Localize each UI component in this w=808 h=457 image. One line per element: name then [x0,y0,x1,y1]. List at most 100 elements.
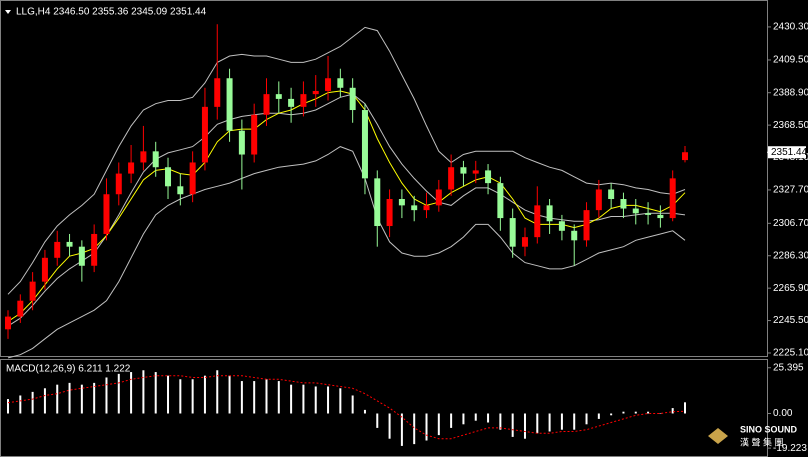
candle-body [263,94,270,115]
candle-body [78,246,85,266]
candle-body [546,205,553,222]
candle-body [54,241,61,258]
macd-bar [277,381,280,414]
macd-bar [327,386,330,414]
macd-bar [560,413,563,430]
macd-bar [302,384,305,414]
macd-bar [93,382,96,414]
macd-bar [684,402,686,414]
logo-icon [708,428,728,444]
candle-body [448,167,455,190]
candle-body [608,189,615,200]
macd-bar [450,413,453,428]
logo: SINO SOUND 漢 聲 集 團 [708,424,798,447]
y-tick-label: 2388.90 [773,87,808,98]
candle-body [17,300,24,317]
candle-body [632,208,639,214]
macd-bar [339,388,342,414]
main-frame [0,0,768,357]
candle-body [411,205,418,211]
candle-body [583,210,590,241]
y-tick-label: 2327.70 [773,185,808,196]
candle-body [682,152,688,161]
macd-bar [216,370,219,414]
candle-body [177,186,184,195]
candle-body [645,213,652,215]
indicator-line [7,146,686,359]
macd-bar [622,411,625,414]
candle-body [595,189,602,211]
candle-body [41,257,48,282]
candle-body [91,233,98,266]
macd-bar [437,413,440,436]
chart-title: LLG,H4 2346.50 2355.36 2345.09 2351.44 [16,7,207,18]
macd-bar [105,377,108,414]
candle-body [165,167,172,187]
macd-bar [31,391,34,414]
candle-body [571,230,578,241]
candle-body [521,237,528,247]
macd-bar [573,413,576,430]
macd-bar [647,411,650,414]
candle-body [140,151,147,163]
macd-bar [56,384,59,414]
macd-bar [253,381,256,414]
macd-bar [80,384,83,414]
macd-bar [548,413,551,432]
candle-body [300,94,307,107]
candle-body [189,162,196,195]
candle-body [657,214,664,219]
macd-bar [523,413,526,439]
macd-bar [68,382,71,414]
candle-body [288,98,295,107]
macd-bar [290,384,293,414]
signal-line [7,375,686,440]
candle-body [275,94,282,99]
y-tick-label: 2245.50 [773,315,808,326]
macd-bar [413,413,416,445]
macd-bar [228,375,231,414]
candle-body [361,110,368,179]
candle-body [620,199,627,209]
y-tick-label: 2265.90 [773,283,808,294]
y-tick-label: 2286.30 [773,250,808,261]
macd-bar [388,413,391,439]
macd-title: MACD(12,26,9) 6.211 1.222 [6,364,131,375]
candle-body [497,183,504,219]
macd-bar [487,413,490,423]
macd-bar [671,408,674,414]
macd-bar [659,413,662,414]
last-price-label: 2351.44 [771,147,808,158]
candle-body [251,114,258,155]
macd-bar [634,411,637,414]
y-tick-label: 2306.70 [773,218,808,229]
y-tick-label: 25.395 [773,362,804,373]
candle-body [558,221,565,231]
candle-body [509,218,516,247]
macd-bar [191,379,194,414]
candle-body [103,194,110,234]
candle-body [534,205,541,238]
candle-body [460,167,467,174]
y-tick-label: 2225.10 [773,348,808,359]
macd-bar [536,413,539,434]
candle-body [201,106,208,163]
macd-bar [130,372,133,414]
candle-body [226,78,233,131]
candle-body [214,78,221,107]
y-tick-label: -19.223 [773,443,807,454]
candle-body [115,173,122,195]
macd-bar [19,395,22,414]
macd-bar [462,413,465,425]
macd-bar [363,409,366,414]
menu-arrow [5,10,11,14]
candle-body [374,178,381,227]
y-tick-label: 2430.30 [773,22,808,33]
candle-body [423,205,430,211]
indicator-line [7,90,686,322]
macd-bar [43,388,46,414]
logo-name: SINO SOUND [740,424,798,434]
